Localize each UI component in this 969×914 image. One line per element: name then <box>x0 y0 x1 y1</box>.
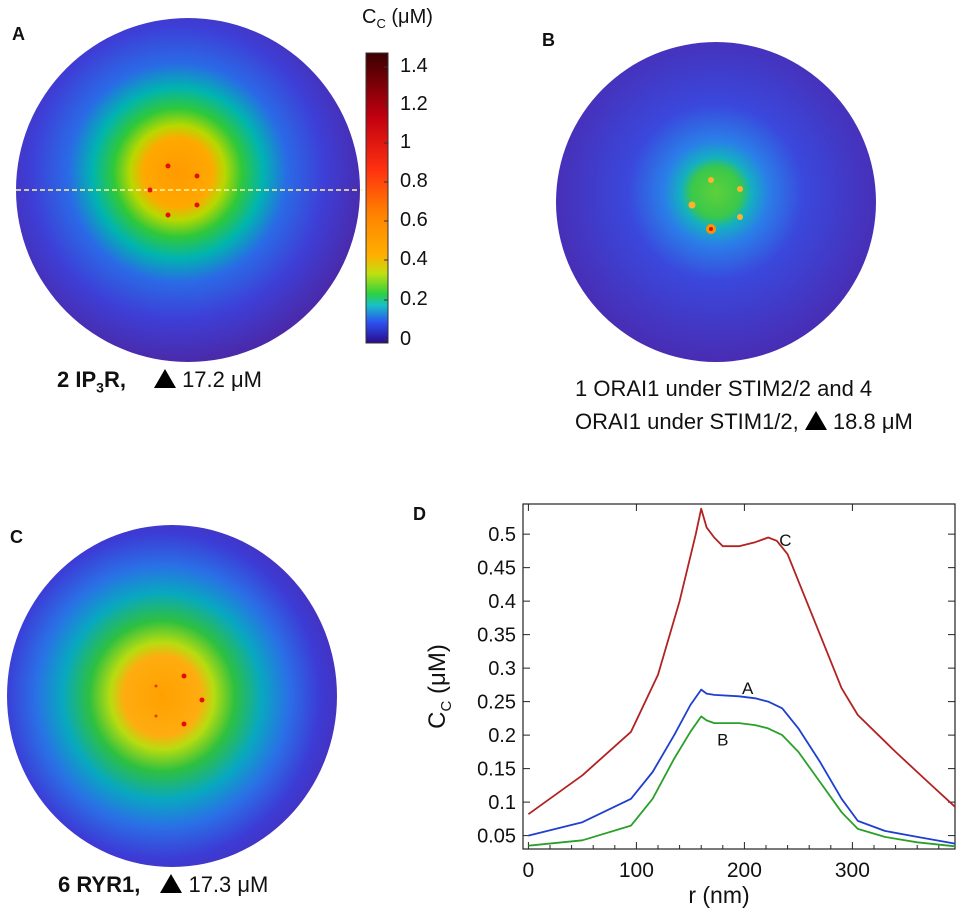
channel-dot <box>154 684 158 688</box>
heatmap-disc-c <box>7 525 337 867</box>
channel-dot <box>708 177 714 183</box>
y-tick-label: 0.05 <box>477 826 516 848</box>
channel-dot <box>709 227 713 231</box>
channel-dot <box>737 186 743 192</box>
colorbar-tick: 1.4 <box>400 55 428 77</box>
y-axis-label: CC (μM) <box>424 644 455 729</box>
panel-label-d: D <box>413 504 426 524</box>
colorbar-tick: 0.6 <box>400 209 428 231</box>
channel-dot <box>688 201 696 209</box>
channel-dot <box>199 697 205 703</box>
colorbar-tick: 1 <box>400 131 412 153</box>
plot-frame <box>522 503 956 850</box>
colorbar-title: CC (μM) <box>362 6 433 31</box>
heatmap-disc-a <box>16 18 363 362</box>
x-axis-label: r (nm) <box>688 882 749 908</box>
triangle-icon <box>804 411 827 430</box>
y-tick-label: 0.5 <box>488 524 516 546</box>
heatmap-disc-b <box>556 42 876 362</box>
triangle-icon <box>160 874 183 893</box>
colorbar-tick: 0 <box>400 328 412 350</box>
triangle-icon <box>154 369 177 388</box>
y-tick-label: 0.3 <box>488 658 516 680</box>
panel-label-a: A <box>12 24 25 44</box>
caption-b-line1: 1 ORAI1 under STIM2/2 and 4 <box>575 376 873 401</box>
x-tick-label: 100 <box>619 859 654 882</box>
colorbar-tick: 0.2 <box>400 288 428 310</box>
series-annotation: C <box>779 531 791 550</box>
colorbar-tick: 1.2 <box>400 93 428 115</box>
caption-b-line2: ORAI1 under STIM1/2, 18.8 μM <box>575 409 913 434</box>
y-tick-label: 0.4 <box>488 591 516 613</box>
x-tick-label: 0 <box>523 859 535 882</box>
panel-label-c: C <box>10 527 23 547</box>
colorbar-tick: 0.8 <box>400 170 428 192</box>
series-line-b <box>528 715 956 848</box>
channel-dot <box>194 173 200 179</box>
x-tick-label: 300 <box>835 859 870 882</box>
y-tick-label: 0.2 <box>488 725 516 747</box>
y-tick-label: 0.1 <box>488 792 516 814</box>
channel-dot <box>181 673 187 679</box>
x-tick-label: 200 <box>727 859 762 882</box>
y-tick-label: 0.45 <box>477 558 516 580</box>
channel-dot <box>165 163 171 169</box>
series-annotation: A <box>742 679 754 698</box>
y-tick-label: 0.25 <box>477 692 516 714</box>
panel-label-b: B <box>542 30 555 50</box>
channel-dot <box>737 214 743 220</box>
channel-dot <box>194 202 200 208</box>
colorbar <box>365 52 389 344</box>
colorbar-tick: 0.4 <box>400 248 428 270</box>
series-line-a <box>528 688 956 845</box>
series-annotation: B <box>717 730 728 749</box>
y-tick-label: 0.15 <box>477 759 516 781</box>
channel-dot <box>154 714 158 718</box>
channel-dot <box>181 721 187 727</box>
y-tick-label: 0.35 <box>477 625 516 647</box>
series-line-c <box>527 507 956 815</box>
caption-a: 2 IP3R, 17.2 μM <box>57 367 262 396</box>
caption-c: 6 RYR1, 17.3 μM <box>58 872 269 897</box>
channel-dot <box>147 187 153 193</box>
channel-dot <box>165 212 171 218</box>
